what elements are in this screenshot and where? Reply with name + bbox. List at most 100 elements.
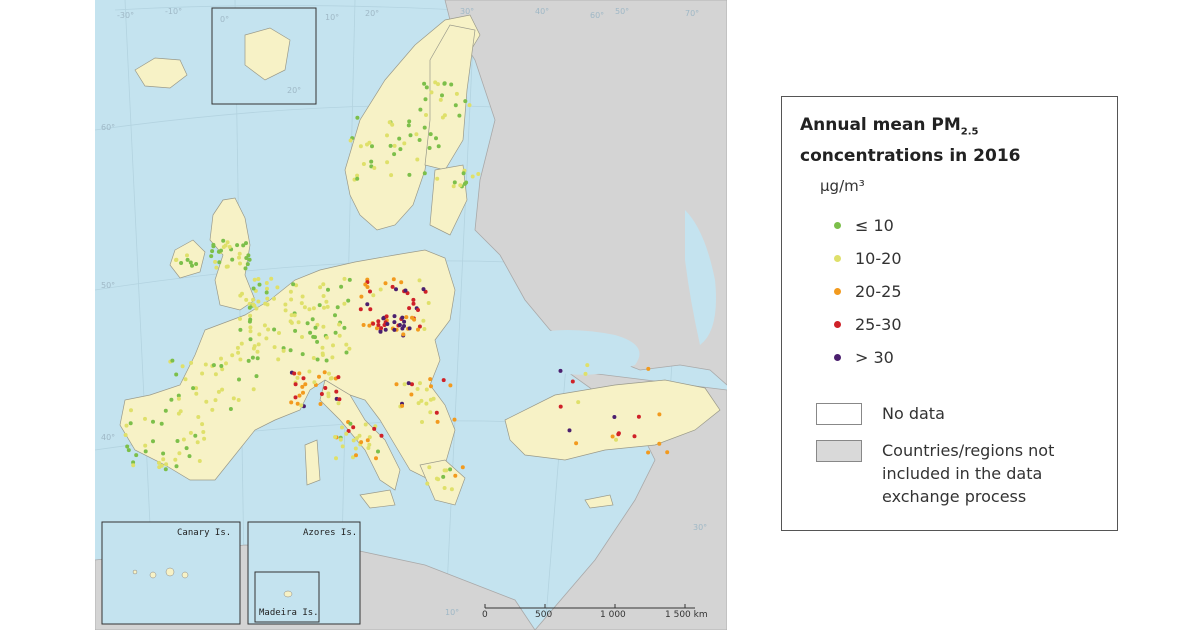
grid-label: 30° <box>460 7 474 16</box>
station-dot <box>583 371 588 376</box>
station-dot <box>406 381 411 386</box>
station-dot <box>297 393 302 398</box>
station-dot <box>313 325 318 330</box>
station-dot <box>255 349 260 354</box>
grid-label: 60° <box>101 123 115 132</box>
grid-label: 0° <box>220 15 229 24</box>
station-dot <box>336 375 341 380</box>
azores-label: Azores Is. <box>303 528 357 538</box>
station-dot <box>176 396 181 401</box>
legend-dot <box>834 320 841 328</box>
station-dot <box>125 444 130 449</box>
station-dot <box>424 113 428 117</box>
station-dot <box>317 303 322 308</box>
station-dot <box>400 315 405 320</box>
station-dot <box>423 97 428 102</box>
station-dot <box>367 442 372 447</box>
station-dot <box>376 449 380 454</box>
station-dot <box>143 416 147 421</box>
station-dot <box>189 360 194 365</box>
station-dot <box>467 103 472 108</box>
station-dot <box>402 319 407 324</box>
station-dot <box>379 433 384 438</box>
station-dot <box>177 451 182 456</box>
station-dot <box>157 465 162 470</box>
grid-label: 20° <box>287 86 301 95</box>
station-dot <box>161 451 166 456</box>
station-dot <box>272 345 277 350</box>
station-dot <box>428 397 433 402</box>
station-dot <box>333 435 338 439</box>
station-dot <box>451 184 456 189</box>
station-dot <box>188 430 193 435</box>
grid-label: -30° <box>117 11 134 20</box>
station-dot <box>301 376 306 381</box>
station-dot <box>435 419 440 424</box>
station-dot <box>334 389 339 394</box>
station-dot <box>200 422 205 427</box>
station-dot <box>426 301 431 305</box>
station-dot <box>264 290 269 295</box>
no-data-swatch <box>816 403 862 425</box>
station-dot <box>388 143 393 148</box>
station-dot <box>416 401 421 406</box>
station-dot <box>404 315 409 320</box>
station-dot <box>452 417 457 422</box>
legend-title-prefix: Annual mean PM <box>800 115 961 135</box>
station-dot <box>251 387 256 392</box>
station-dot <box>159 421 164 426</box>
station-dot <box>422 125 427 130</box>
station-dot <box>163 408 168 413</box>
station-dot <box>452 180 457 185</box>
station-dot <box>176 393 181 398</box>
station-dot <box>219 364 224 368</box>
station-dot <box>435 176 440 181</box>
station-dot <box>449 82 454 87</box>
station-dot <box>300 335 304 339</box>
station-dot <box>143 449 148 454</box>
station-dot <box>406 123 411 128</box>
station-dot <box>460 465 465 470</box>
station-dot <box>256 299 261 304</box>
station-dot <box>365 438 370 443</box>
station-dot <box>320 351 325 356</box>
station-dot <box>238 357 243 362</box>
station-dot <box>409 392 414 397</box>
legend-item-20-25: 20-25 <box>834 280 902 302</box>
station-dot <box>289 320 294 325</box>
station-dot <box>407 172 412 177</box>
station-dot <box>219 356 223 361</box>
station-dot <box>457 113 462 118</box>
station-dot <box>257 282 262 287</box>
station-dot <box>187 454 192 459</box>
station-dot <box>372 166 377 170</box>
station-dot <box>367 435 372 440</box>
station-dot <box>211 363 216 368</box>
station-dot <box>124 423 129 428</box>
station-dot <box>476 172 481 176</box>
station-dot <box>334 456 338 461</box>
station-dot <box>238 261 242 266</box>
station-dot <box>251 286 256 291</box>
scale-tick-0: 0 <box>482 610 488 620</box>
station-dot <box>245 262 250 267</box>
station-dot <box>376 323 381 327</box>
station-dot <box>355 173 360 178</box>
station-dot <box>412 317 417 322</box>
station-dot <box>327 371 331 376</box>
station-dot <box>351 455 355 460</box>
legend-title-line2: concentrations in 2016 <box>800 146 1021 167</box>
legend-dot <box>834 287 841 295</box>
station-dot <box>151 419 155 424</box>
station-dot <box>442 81 447 86</box>
station-dot <box>558 404 563 409</box>
station-dot <box>311 356 316 360</box>
station-dot <box>614 437 618 442</box>
station-dot <box>209 254 214 259</box>
station-dot <box>321 324 326 329</box>
grid-labels: -30° -10° 0° 10° 20° 30° 40° 50° 60° 70°… <box>101 7 707 617</box>
station-dot <box>342 276 347 281</box>
station-dot <box>344 342 349 347</box>
station-dot <box>289 400 294 405</box>
station-dot <box>612 415 617 419</box>
